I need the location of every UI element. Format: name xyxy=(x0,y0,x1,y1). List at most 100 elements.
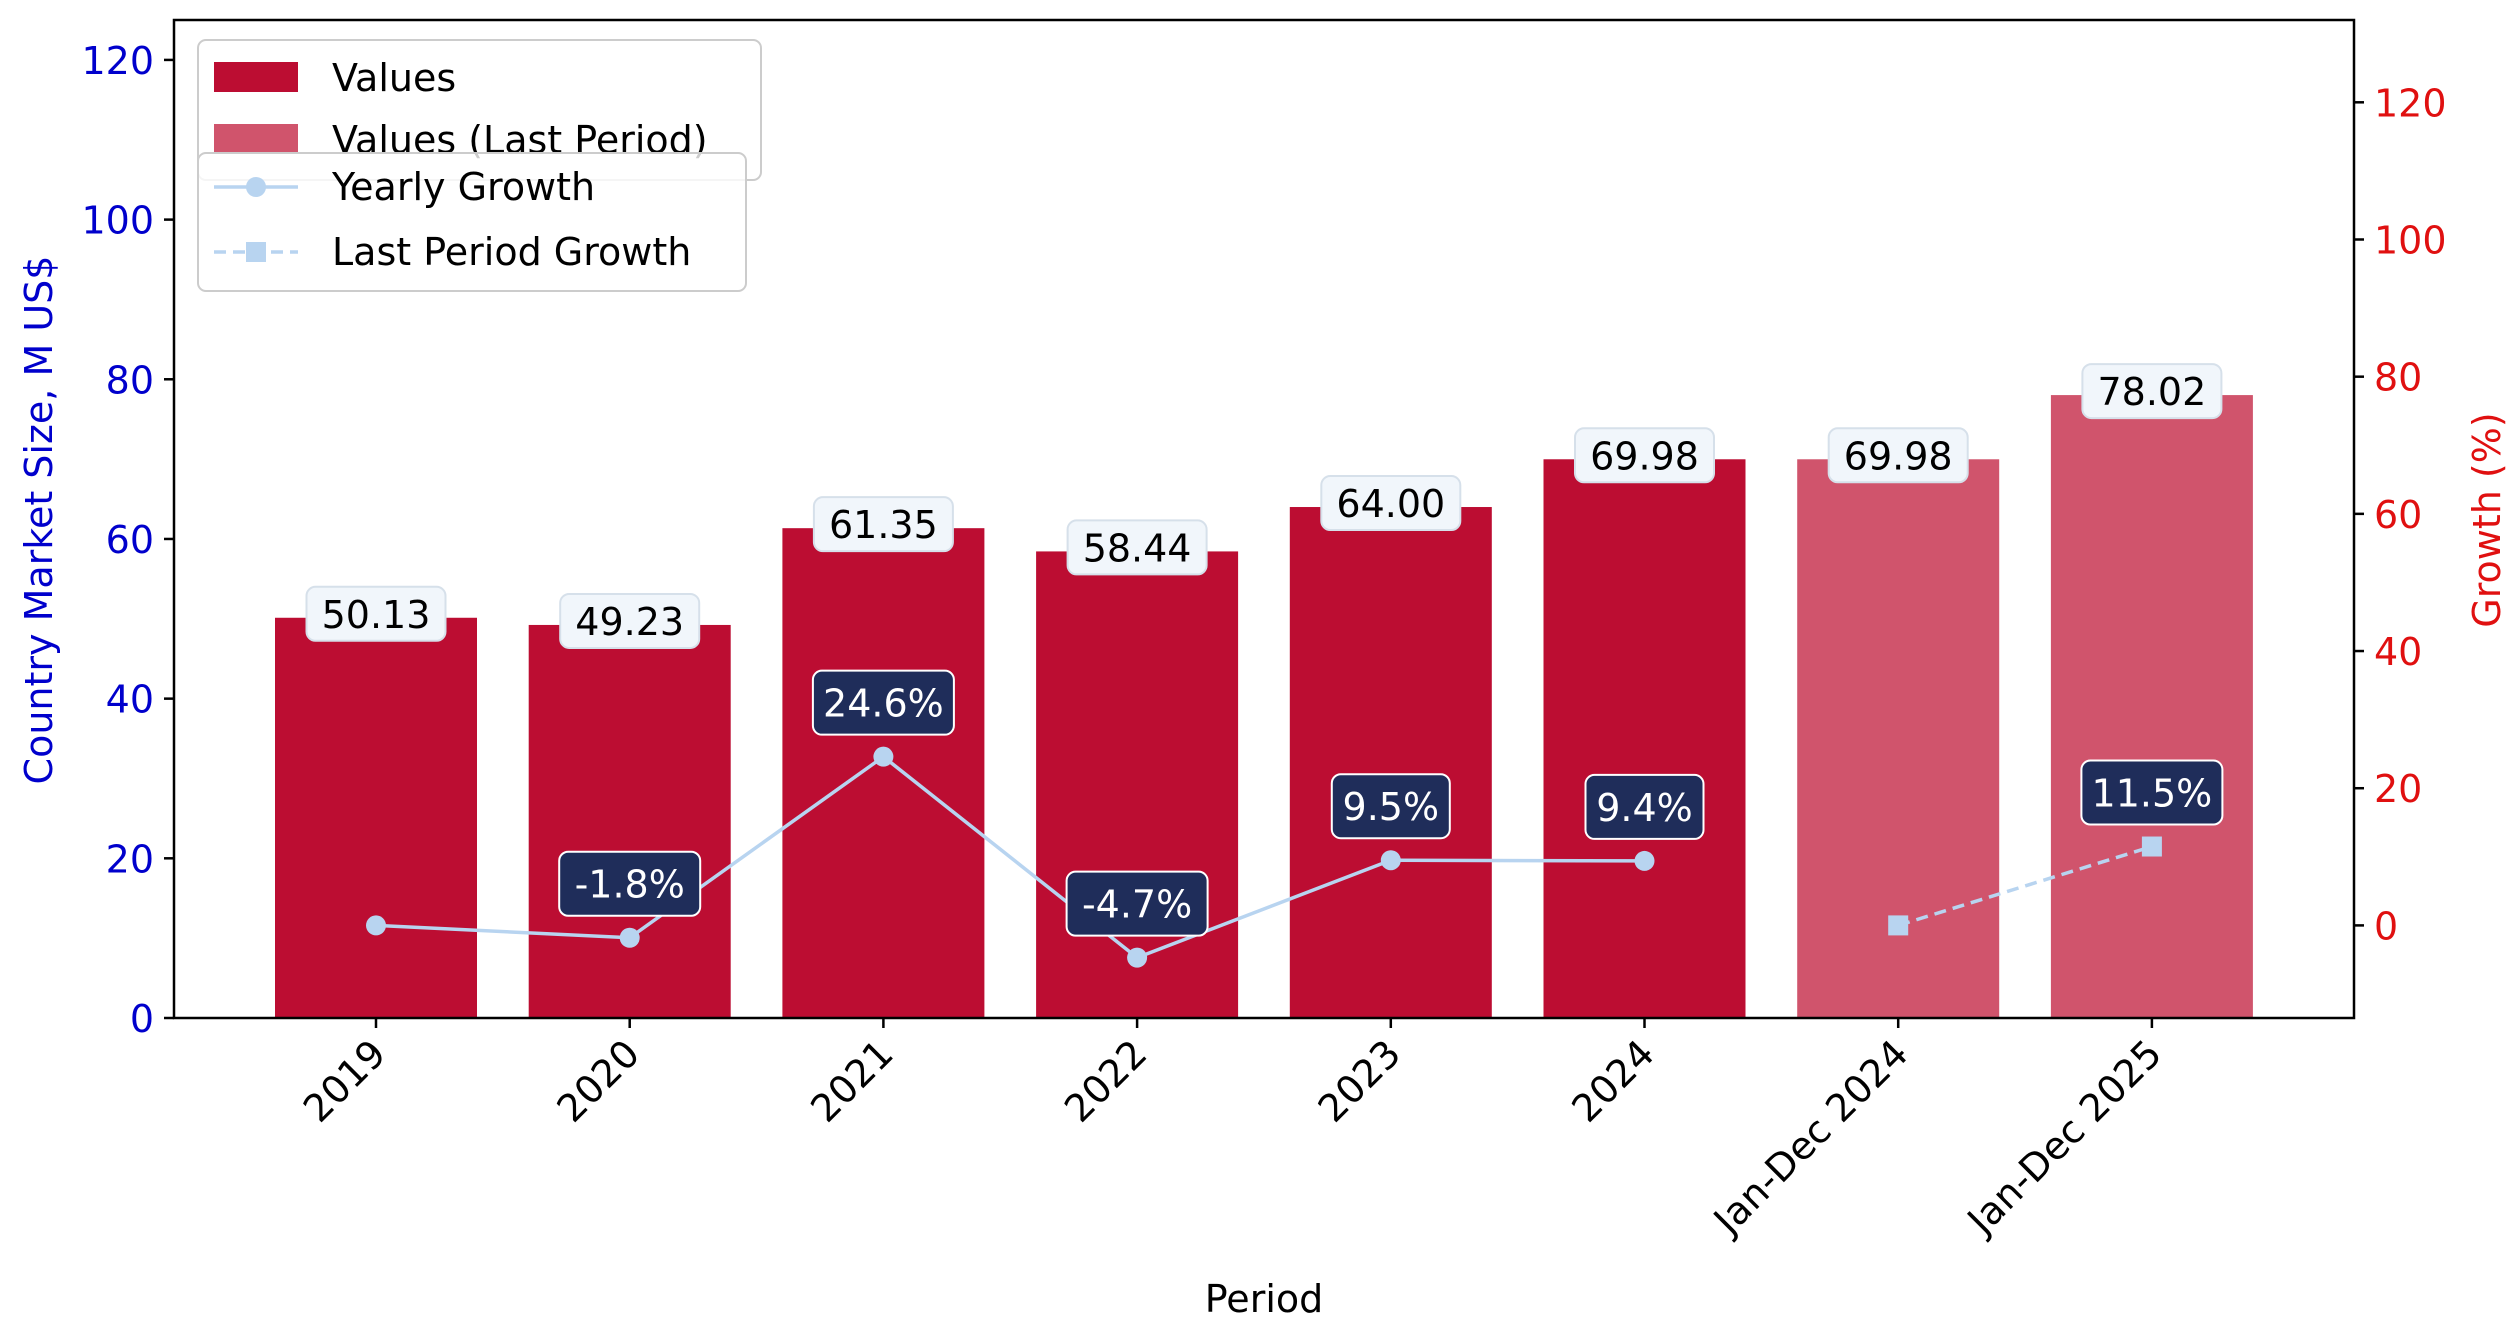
left-tick-label-120: 120 xyxy=(81,39,154,83)
x-tick-label-jan-dec-2024: Jan-Dec 2024 xyxy=(1704,1031,1917,1244)
yearly-growth-label-2023: 9.5% xyxy=(1330,773,1451,840)
growth-lines-layer xyxy=(366,746,2162,968)
right-tick-label-80: 80 xyxy=(2374,356,2422,400)
last-period-growth-label-jan-dec-2025-box xyxy=(2080,759,2224,826)
bar-jan-dec-2025 xyxy=(2050,395,2253,1018)
x-tick-label-2020: 2020 xyxy=(549,1031,649,1131)
value-label-jan-dec-2025-box xyxy=(2081,363,2223,420)
yearly-growth-label-2022-box xyxy=(1065,870,1209,937)
last-period-growth-point-jan-dec-2024 xyxy=(1888,915,1909,936)
last-period-growth-label-jan-dec-2025-text: 11.5% xyxy=(2092,772,2213,816)
plot-frame xyxy=(172,18,2356,1020)
x-tick-label-2021: 2021 xyxy=(802,1031,902,1131)
yearly-growth-point-2024 xyxy=(1634,850,1655,871)
right-tick-label-20: 20 xyxy=(2374,767,2422,811)
yearly-growth-label-2024-text: 9.4% xyxy=(1596,786,1693,830)
value-label-2019: 50.13 xyxy=(305,585,447,642)
value-label-2024-box xyxy=(1574,427,1715,484)
x-tick-label-2019: 2019 xyxy=(295,1031,395,1131)
yearly-growth-label-2022-text: -4.7% xyxy=(1082,883,1192,927)
value-label-2023-box xyxy=(1320,475,1462,532)
legend-bars: Values Values (Last Period) xyxy=(197,39,762,181)
value-label-2022-text: 58.44 xyxy=(1083,526,1192,570)
right-tick-label-60: 60 xyxy=(2374,493,2422,537)
yearly-growth-label-2023-text: 9.5% xyxy=(1343,785,1440,829)
yearly-growth-point-2022 xyxy=(1127,947,1148,968)
bar-2019 xyxy=(275,617,477,1018)
bar-2024 xyxy=(1543,459,1746,1019)
value-label-jan-dec-2024-box xyxy=(1827,427,1969,484)
yearly-growth-label-2024: 9.4% xyxy=(1584,773,1705,840)
yearly-growth-label-2021-text: 24.6% xyxy=(823,682,944,726)
legend-lines-frame xyxy=(197,152,747,292)
value-label-2024-text: 69.98 xyxy=(1590,434,1699,478)
x-tick-label-2023: 2023 xyxy=(1310,1031,1410,1131)
bars-layer xyxy=(275,395,2253,1019)
legend-swatch-values-last-period xyxy=(214,124,298,154)
value-label-2024: 69.98 xyxy=(1574,427,1715,484)
last-period-growth-label-jan-dec-2025: 11.5% xyxy=(2080,759,2224,826)
yearly-growth-label-2023-box xyxy=(1330,773,1451,840)
value-label-jan-dec-2024-text: 69.98 xyxy=(1844,434,1953,478)
yearly-growth-point-2021 xyxy=(873,746,894,767)
x-tick-label-2022: 2022 xyxy=(1056,1031,1156,1131)
legend-label-values: Values xyxy=(332,56,456,100)
value-label-2020: 49.23 xyxy=(559,592,701,649)
x-tick-label-jan-dec-2025: Jan-Dec 2025 xyxy=(1958,1031,2171,1244)
legend-label-yearly-growth: Yearly Growth xyxy=(331,165,595,209)
right-tick-label-0: 0 xyxy=(2374,904,2398,948)
legend-lines: Yearly Growth Last Period Growth xyxy=(197,152,747,292)
yearly-growth-point-2023 xyxy=(1380,850,1401,871)
left-tick-label-40: 40 xyxy=(106,678,154,722)
bar-2023 xyxy=(1289,507,1492,1018)
legend-marker-last-period-growth xyxy=(246,242,266,262)
yearly-growth-label-2020: -1.8% xyxy=(558,850,702,917)
right-tick-label-40: 40 xyxy=(2374,630,2422,674)
left-tick-label-0: 0 xyxy=(130,997,154,1041)
axes-layer xyxy=(172,18,2356,1020)
value-label-2023: 64.00 xyxy=(1320,475,1462,532)
value-label-2019-box xyxy=(305,585,447,642)
value-label-2019-text: 50.13 xyxy=(322,593,431,637)
last-period-growth-point-jan-dec-2025 xyxy=(2141,836,2162,857)
left-tick-label-100: 100 xyxy=(81,199,154,243)
value-label-jan-dec-2025-text: 78.02 xyxy=(2098,370,2207,414)
value-label-2020-text: 49.23 xyxy=(575,600,684,644)
value-label-2021-box xyxy=(812,496,954,553)
yearly-growth-label-2021: 24.6% xyxy=(811,669,955,736)
yearly-growth-line xyxy=(375,754,1645,960)
left-tick-label-60: 60 xyxy=(106,518,154,562)
yearly-growth-label-2020-text: -1.8% xyxy=(575,863,685,907)
yearly-growth-label-2020-box xyxy=(558,850,702,917)
right-tick-label-120: 120 xyxy=(2374,81,2447,125)
left-y-axis-label: Country Market Size, M US$ xyxy=(17,256,61,785)
left-tick-label-20: 20 xyxy=(106,837,154,881)
legend-swatch-values xyxy=(214,62,298,92)
legend-marker-yearly-growth xyxy=(246,177,266,197)
yearly-growth-label-2021-box xyxy=(811,669,955,736)
value-label-2021-text: 61.35 xyxy=(829,503,938,547)
last-period-growth-line xyxy=(1897,844,2153,928)
x-tick-label-2024: 2024 xyxy=(1563,1031,1663,1131)
value-label-jan-dec-2024: 69.98 xyxy=(1827,427,1969,484)
yearly-growth-label-2024-box xyxy=(1584,773,1705,840)
value-label-2022: 58.44 xyxy=(1066,519,1208,576)
value-label-2021: 61.35 xyxy=(812,496,954,553)
yearly-growth-point-2019 xyxy=(366,915,386,936)
legend-label-last-period-growth: Last Period Growth xyxy=(332,230,691,274)
yearly-growth-label-2022: -4.7% xyxy=(1065,870,1209,937)
bar-2020 xyxy=(528,624,731,1018)
value-label-2023-text: 64.00 xyxy=(1336,482,1445,526)
value-label-2022-box xyxy=(1066,519,1208,576)
value-label-2020-box xyxy=(559,592,701,649)
x-axis-label: Period xyxy=(1205,1277,1324,1321)
bar-2021 xyxy=(782,528,985,1018)
left-tick-label-80: 80 xyxy=(106,358,154,402)
right-tick-label-100: 100 xyxy=(2374,218,2447,262)
yearly-growth-point-2020 xyxy=(619,927,640,948)
value-label-jan-dec-2025: 78.02 xyxy=(2081,363,2223,420)
bar-2022 xyxy=(1036,551,1239,1018)
right-y-axis-label: Growth (%) xyxy=(2465,412,2509,627)
data-labels-layer: 50.13 49.23 61.35 58.44 64.00 69.98 69.98 78.02… xyxy=(305,363,2224,937)
